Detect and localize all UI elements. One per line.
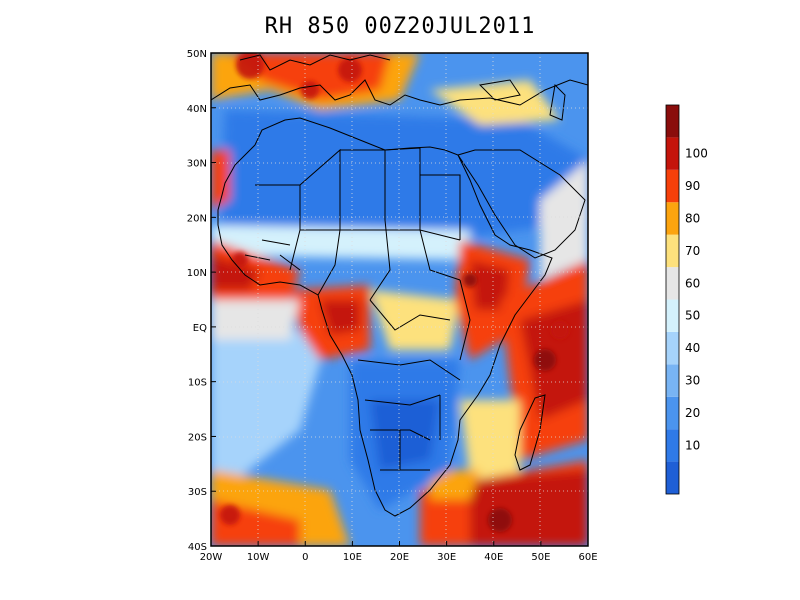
lat-tick-label: 50N [187, 49, 207, 60]
colorbar-bin-11 [666, 105, 679, 138]
colorbar-label: 50 [685, 309, 700, 323]
colorbar-bin-4 [666, 331, 679, 365]
colorbar-label: 80 [685, 211, 700, 225]
colorbar-label: 60 [685, 276, 700, 290]
colorbar-label: 40 [685, 341, 700, 355]
colorbar-bin-5 [666, 299, 679, 332]
lat-tick-label: 30N [187, 159, 207, 170]
lon-tick-label: 60E [578, 552, 597, 563]
colorbar-bin-10 [666, 137, 679, 170]
lon-tick-label: 10E [343, 552, 362, 563]
lon-tick-label: 40E [484, 552, 503, 563]
latitude-axis: 50N 40N 30N 20N 10N EQ 10S 20S 30S 40S [187, 49, 216, 553]
lat-tick-label: 40S [188, 542, 207, 553]
colorbar-bin-7 [666, 234, 679, 268]
colorbar-label: 10 [685, 438, 700, 452]
map-title: RH 850 00Z20JUL2011 [264, 14, 536, 39]
colorbar-bin-9 [666, 169, 679, 203]
lon-tick-label: 30E [437, 552, 456, 563]
lat-tick-label: 20S [188, 432, 207, 443]
lat-tick-label: EQ [193, 323, 207, 334]
colorbar: 10 20 30 40 50 60 70 80 90 100 [665, 104, 708, 495]
colorbar-label: 100 [685, 147, 708, 161]
colorbar-bin-0 [666, 461, 679, 494]
lat-tick-label: 30S [188, 487, 207, 498]
lon-tick-label: 50E [531, 552, 550, 563]
lat-tick-label: 10N [187, 268, 207, 279]
lat-tick-label: 10S [188, 378, 207, 389]
humidity-field [211, 53, 588, 546]
colorbar-label: 30 [685, 374, 700, 388]
colorbar-bin-3 [666, 364, 679, 397]
colorbar-frame [665, 104, 680, 495]
lon-tick-label: 20W [200, 552, 223, 563]
lat-tick-label: 20N [187, 213, 207, 224]
colorbar-label: 90 [685, 179, 700, 193]
lon-tick-label: 10W [247, 552, 270, 563]
lon-tick-label: 0 [302, 552, 308, 563]
graticule [211, 53, 588, 546]
colorbar-label: 70 [685, 244, 700, 258]
lon-tick-label: 20E [390, 552, 409, 563]
lat-tick-label: 40N [187, 104, 207, 115]
colorbar-label: 20 [685, 406, 700, 420]
colorbar-bin-8 [666, 202, 679, 235]
colorbar-bin-1 [666, 429, 679, 462]
longitude-axis: 20W 10W 0 10E 20E 30E 40E 50E 60E [200, 541, 598, 563]
coastlines [211, 54, 588, 517]
colorbar-bin-2 [666, 396, 679, 430]
colorbar-bin-6 [666, 267, 679, 300]
